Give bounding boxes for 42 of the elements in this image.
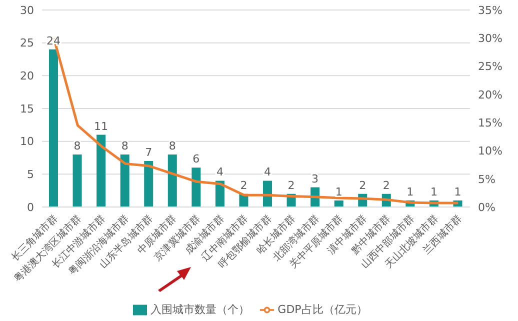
- data-label: 8: [74, 139, 81, 152]
- data-label: 2: [288, 178, 295, 192]
- data-label: 6: [192, 152, 200, 166]
- data-label: 8: [121, 139, 128, 152]
- bar: [192, 168, 201, 207]
- y2-tick-label: 35%: [478, 4, 502, 17]
- y2-tick-label: 30%: [478, 32, 502, 46]
- data-label: 4: [264, 166, 271, 179]
- y-tick-label: 25: [20, 36, 34, 50]
- bar: [144, 161, 154, 207]
- data-label: 8: [168, 139, 176, 152]
- bar: [334, 200, 344, 207]
- y2-tick-label: 5%: [478, 172, 496, 186]
- data-label: 3: [312, 172, 319, 186]
- data-label: 2: [240, 178, 248, 192]
- bar: [168, 154, 177, 207]
- data-label: 2: [359, 178, 366, 192]
- y2-tick-label: 0%: [478, 200, 496, 214]
- data-label: 4: [216, 166, 224, 179]
- bar: [72, 154, 82, 207]
- data-label: 1: [406, 185, 414, 198]
- y-tick-label: 20: [20, 70, 34, 83]
- y2-tick-label: 20%: [478, 88, 502, 102]
- data-label: 1: [335, 185, 342, 198]
- data-label: 1: [430, 185, 438, 198]
- data-label: 11: [94, 120, 108, 133]
- legend-label: 入围城市数量（个）: [150, 303, 250, 316]
- y2-tick-label: 10%: [478, 144, 502, 158]
- data-label: 7: [145, 146, 152, 160]
- bar: [120, 154, 130, 207]
- data-label: 2: [382, 178, 390, 192]
- y-tick-label: 15: [20, 102, 34, 116]
- bar: [49, 49, 58, 207]
- y-tick-label: 5: [27, 168, 34, 182]
- y-tick-label: 10: [20, 135, 34, 148]
- y-tick-label: 0: [27, 200, 34, 214]
- y2-tick-label: 25%: [478, 60, 502, 74]
- y-tick-label: 30: [20, 4, 34, 17]
- data-label: 1: [454, 185, 462, 198]
- y2-tick-label: 15%: [478, 116, 502, 130]
- bar: [96, 134, 106, 207]
- legend-label: GDP占比（亿元）: [278, 303, 368, 316]
